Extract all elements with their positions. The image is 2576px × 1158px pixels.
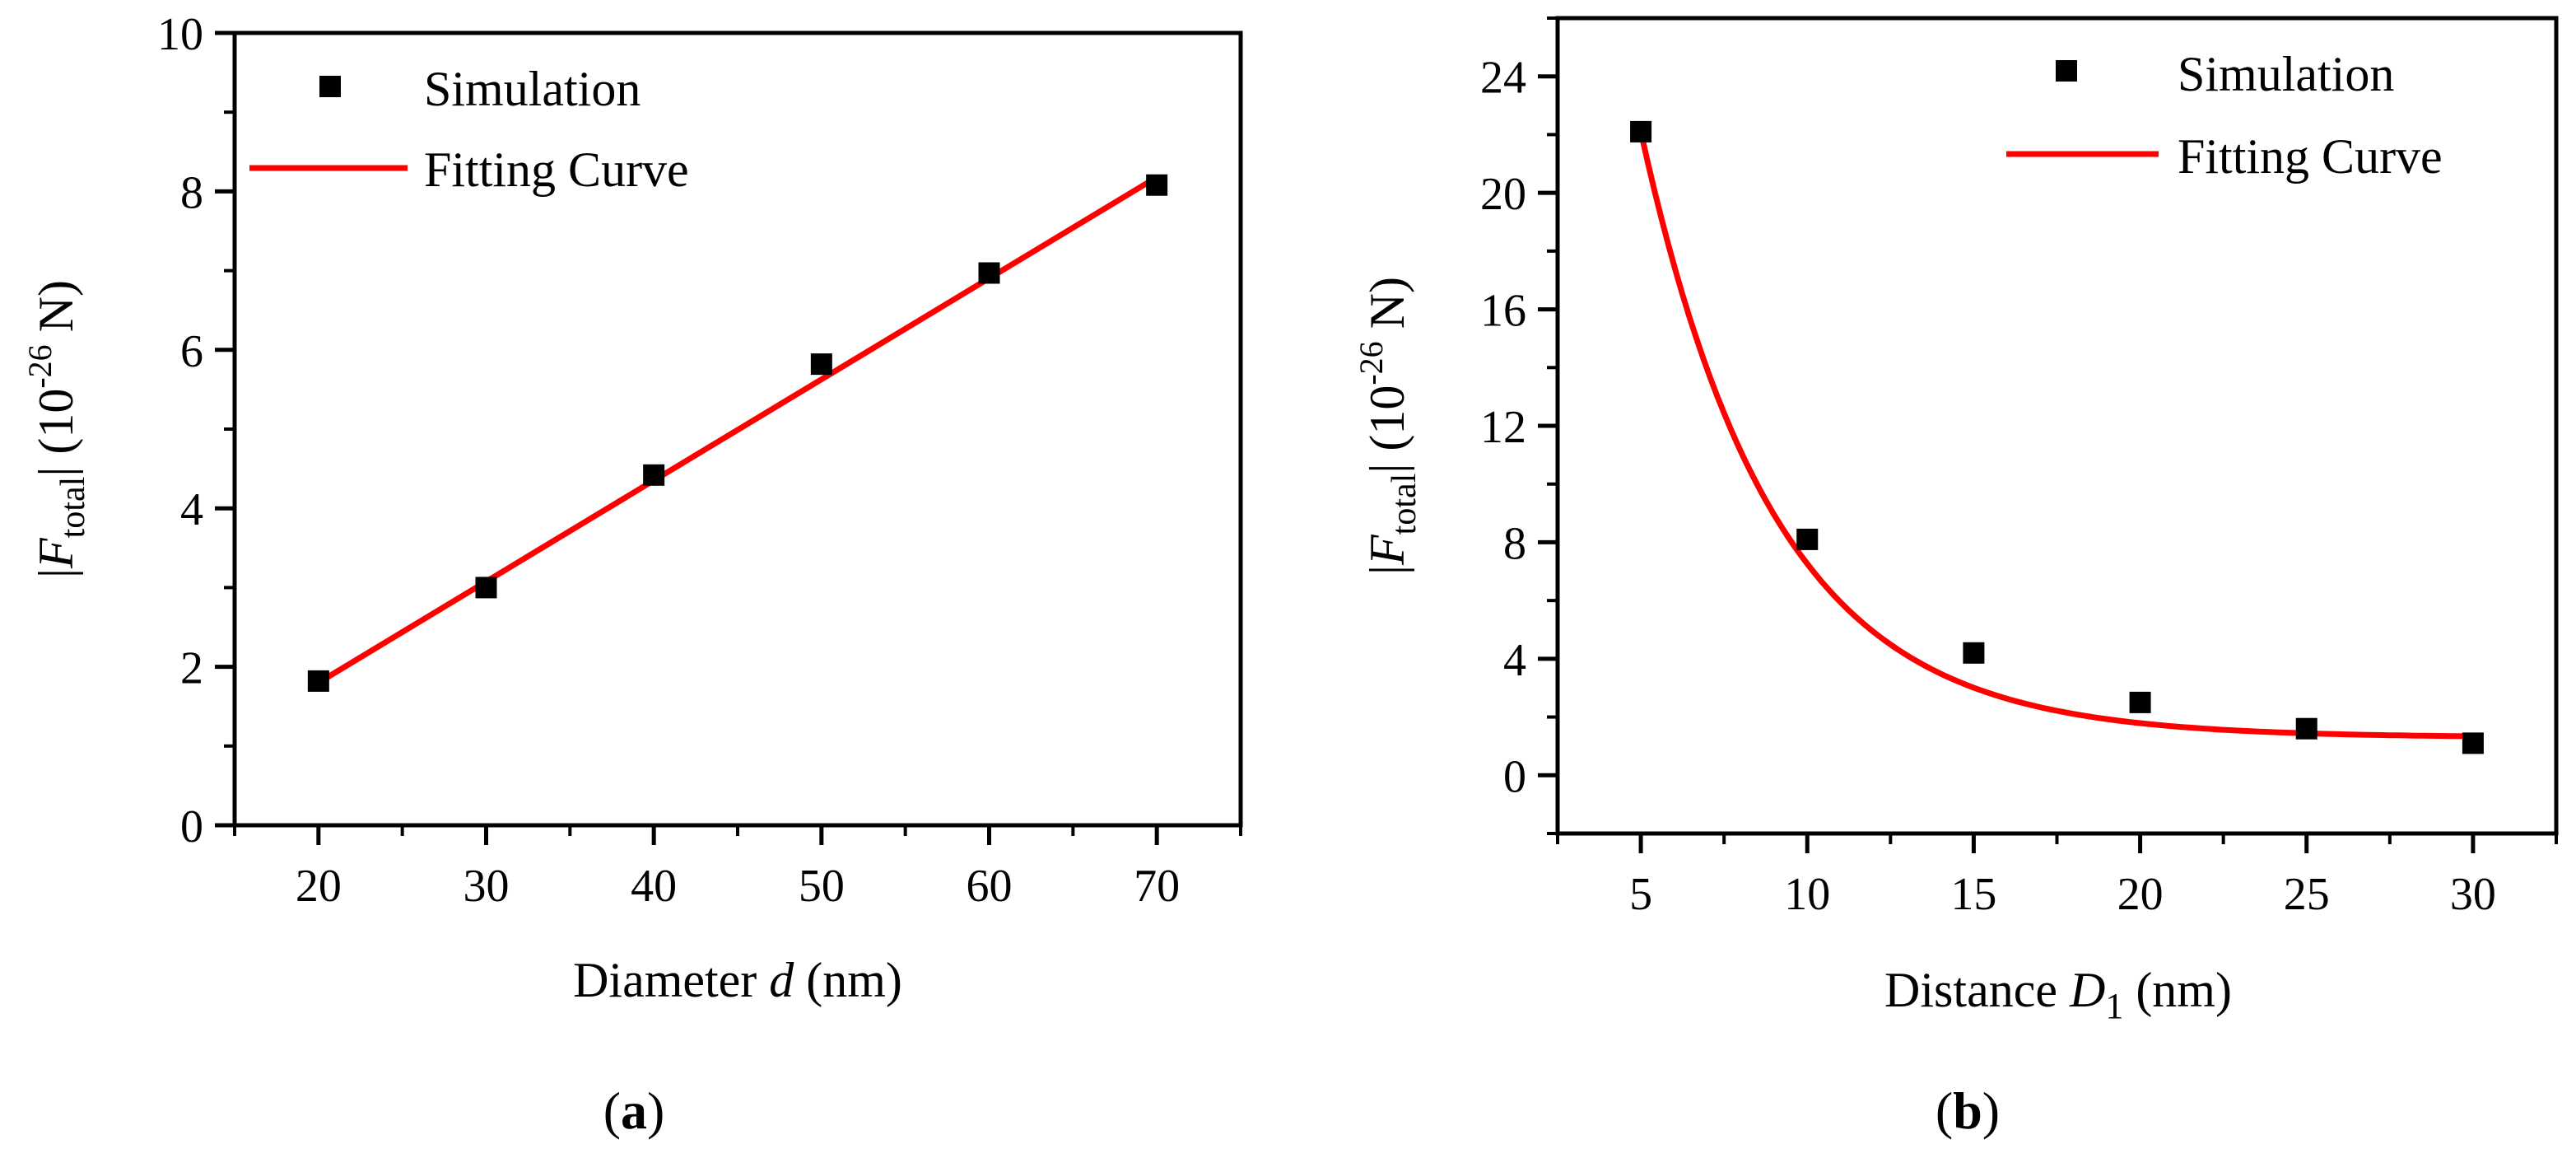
legend: Simulation Fitting Curve [2006,47,2443,184]
x-axis-ticks [233,825,1242,845]
x-tick-label: 5 [1629,869,1652,920]
y-tick-labels: 0 4 8 12 16 20 24 [1480,53,1526,803]
y-axis-title: |Ftotal| (10-26 N) [21,280,92,578]
legend-simulation-marker [319,76,341,97]
y-tick-label: 8 [1503,518,1526,569]
simulation-point [1630,120,1652,142]
y-tick-label: 24 [1480,53,1526,104]
x-tick-label: 40 [631,861,677,912]
x-tick-labels: 5 10 15 20 25 30 [1629,869,2496,920]
simulation-point [2462,732,2484,754]
y-tick-label: 10 [157,9,203,60]
legend-simulation-marker [2056,60,2077,82]
y-tick-labels: 0 2 4 6 8 10 [157,9,203,852]
simulation-point [475,577,497,599]
x-axis-title: Distance D1 (nm) [1884,963,2232,1026]
x-tick-label: 30 [2450,869,2496,920]
fitting-curve-series [1637,131,2473,740]
legend-simulation-label: Simulation [2178,47,2394,101]
x-tick-label: 30 [463,861,510,912]
y-tick-label: 16 [1480,286,1526,337]
x-tick-label: 25 [2284,869,2330,920]
simulation-point [978,262,1000,284]
y-axis-ticks [215,30,235,828]
simulation-point [1146,174,1168,196]
simulation-series [307,174,1168,692]
simulation-point [307,670,329,692]
x-axis-ticks [1556,833,2558,853]
simulation-point [1796,528,1819,550]
x-tick-label: 15 [1950,869,1996,920]
fitting-curve-line [1637,131,2473,740]
fitting-curve-line [317,175,1158,685]
x-tick-label: 70 [1134,861,1180,912]
simulation-series [1630,120,2484,754]
y-tick-label: 2 [180,643,203,694]
y-tick-label: 0 [1503,751,1526,802]
legend-fit-label: Fitting Curve [424,142,689,197]
simulation-point [2129,691,2151,713]
y-tick-label: 4 [1503,635,1526,686]
x-tick-label: 20 [296,861,342,912]
fitting-curve-series [317,175,1158,685]
x-axis-title: Diameter d (nm) [573,953,902,1007]
legend: Simulation Fitting Curve [249,62,689,197]
x-tick-label: 50 [799,861,845,912]
y-tick-label: 8 [180,167,203,218]
chart-panel-b: 5 10 15 20 25 30 0 4 8 12 16 20 24 Simulation Fitti… [1353,16,2559,1140]
panel-label-b: (b) [1935,1081,2000,1140]
simulation-point [810,353,832,376]
y-tick-label: 20 [1480,169,1526,220]
chart-panel-a: 20 30 40 50 60 70 0 2 4 6 8 10 Simulation Fitting … [21,9,1243,1140]
y-tick-label: 12 [1480,402,1526,453]
y-tick-label: 0 [180,801,203,852]
panel-label-a: (a) [603,1081,665,1140]
x-tick-label: 10 [1784,869,1830,920]
simulation-point [643,464,665,486]
legend-fit-label: Fitting Curve [2178,129,2443,184]
y-axis-title: |Ftotal| (10-26 N) [1353,277,1423,575]
y-tick-label: 4 [180,484,203,535]
y-tick-label: 6 [180,326,203,377]
y-axis-ticks [1538,16,1558,835]
x-tick-label: 20 [2117,869,2164,920]
simulation-point [1963,642,1985,664]
x-tick-labels: 20 30 40 50 60 70 [296,861,1180,912]
simulation-point [2295,717,2317,740]
legend-simulation-label: Simulation [424,62,641,116]
x-tick-label: 60 [967,861,1013,912]
